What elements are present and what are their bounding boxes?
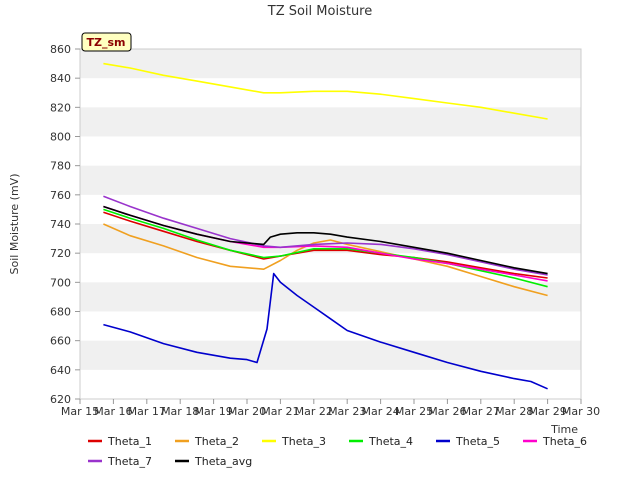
x-tick-label: Mar 29 xyxy=(528,405,566,418)
y-tick-label: 700 xyxy=(50,276,71,289)
series-line-theta-2 xyxy=(103,223,548,297)
grid-band xyxy=(80,282,581,312)
y-tick-label: 720 xyxy=(50,247,71,260)
legend-label: Theta_7 xyxy=(107,455,152,468)
y-tick-label: 860 xyxy=(50,43,71,56)
legend-label: Theta_6 xyxy=(542,435,587,448)
legend-label: Theta_1 xyxy=(107,435,152,448)
chart-title: TZ Soil Moisture xyxy=(267,4,373,19)
y-tick-label: 820 xyxy=(50,101,71,114)
legend-label: Theta_3 xyxy=(281,435,326,448)
x-tick-label: Mar 17 xyxy=(128,405,166,418)
x-tick-label: Mar 24 xyxy=(361,405,399,418)
y-tick-label: 760 xyxy=(50,189,71,202)
y-tick-label: 660 xyxy=(50,335,71,348)
x-axis-label: Time xyxy=(550,423,578,436)
x-tick-label: Mar 26 xyxy=(428,405,466,418)
legend-item: Theta_6 xyxy=(523,435,587,448)
legend-label: Theta_5 xyxy=(455,435,500,448)
grid-band xyxy=(80,107,581,137)
series-line-theta-1 xyxy=(103,211,548,279)
x-tick-label: Mar 15 xyxy=(61,405,99,418)
x-tick-label: Mar 18 xyxy=(161,405,199,418)
x-tick-label: Mar 21 xyxy=(261,405,299,418)
x-tick-label: Mar 20 xyxy=(228,405,266,418)
y-tick-label: 800 xyxy=(50,131,71,144)
series-line-theta-7 xyxy=(103,195,548,276)
grid-band xyxy=(80,340,581,370)
x-tick-label: Mar 28 xyxy=(495,405,533,418)
legend: Theta_1 Theta_2 Theta_3 Theta_4 Theta_5 Theta… xyxy=(88,435,587,468)
series-line-theta-avg xyxy=(103,205,548,275)
legend-item: Theta_3 xyxy=(262,435,326,448)
legend-item: Theta_avg xyxy=(175,455,252,468)
tag-box: TZ_sm xyxy=(81,32,132,52)
y-tick-label: 620 xyxy=(50,393,71,406)
tag-box-bg xyxy=(81,32,132,52)
legend-item: Theta_4 xyxy=(349,435,413,448)
grid-band xyxy=(80,49,581,79)
legend-label: Theta_2 xyxy=(194,435,239,448)
legend-item: Theta_1 xyxy=(88,435,152,448)
series-lines xyxy=(103,62,548,390)
x-tick-label: Mar 16 xyxy=(94,405,132,418)
legend-label: Theta_avg xyxy=(194,455,252,468)
x-tick-label: Mar 23 xyxy=(328,405,366,418)
series-line-theta-5 xyxy=(103,272,548,390)
y-tick-label: 780 xyxy=(50,160,71,173)
legend-label: Theta_4 xyxy=(368,435,413,448)
grid-band xyxy=(80,165,581,195)
legend-item: Theta_5 xyxy=(436,435,500,448)
legend-item: Theta_7 xyxy=(88,455,152,468)
y-axis-label: Soil Moisture (mV) xyxy=(8,174,21,275)
tag-label: TZ_sm xyxy=(87,36,126,49)
y-tick-label: 740 xyxy=(50,218,71,231)
y-tick-label: 840 xyxy=(50,72,71,85)
series-line-theta-4 xyxy=(103,208,548,288)
y-tick-label: 640 xyxy=(50,364,71,377)
y-tick-label: 680 xyxy=(50,306,71,319)
x-tick-label: Mar 25 xyxy=(395,405,433,418)
y-axis-ticks: 620 640 660 680 700 720 740 760 780 800 820 840 860 xyxy=(50,43,80,406)
grid-bands xyxy=(80,49,581,370)
x-tick-label: Mar 27 xyxy=(462,405,500,418)
series-line-theta-3 xyxy=(103,62,548,120)
x-tick-label: Mar 19 xyxy=(194,405,232,418)
x-tick-label: Mar 30 xyxy=(562,405,600,418)
legend-item: Theta_2 xyxy=(175,435,239,448)
x-tick-label: Mar 22 xyxy=(295,405,333,418)
